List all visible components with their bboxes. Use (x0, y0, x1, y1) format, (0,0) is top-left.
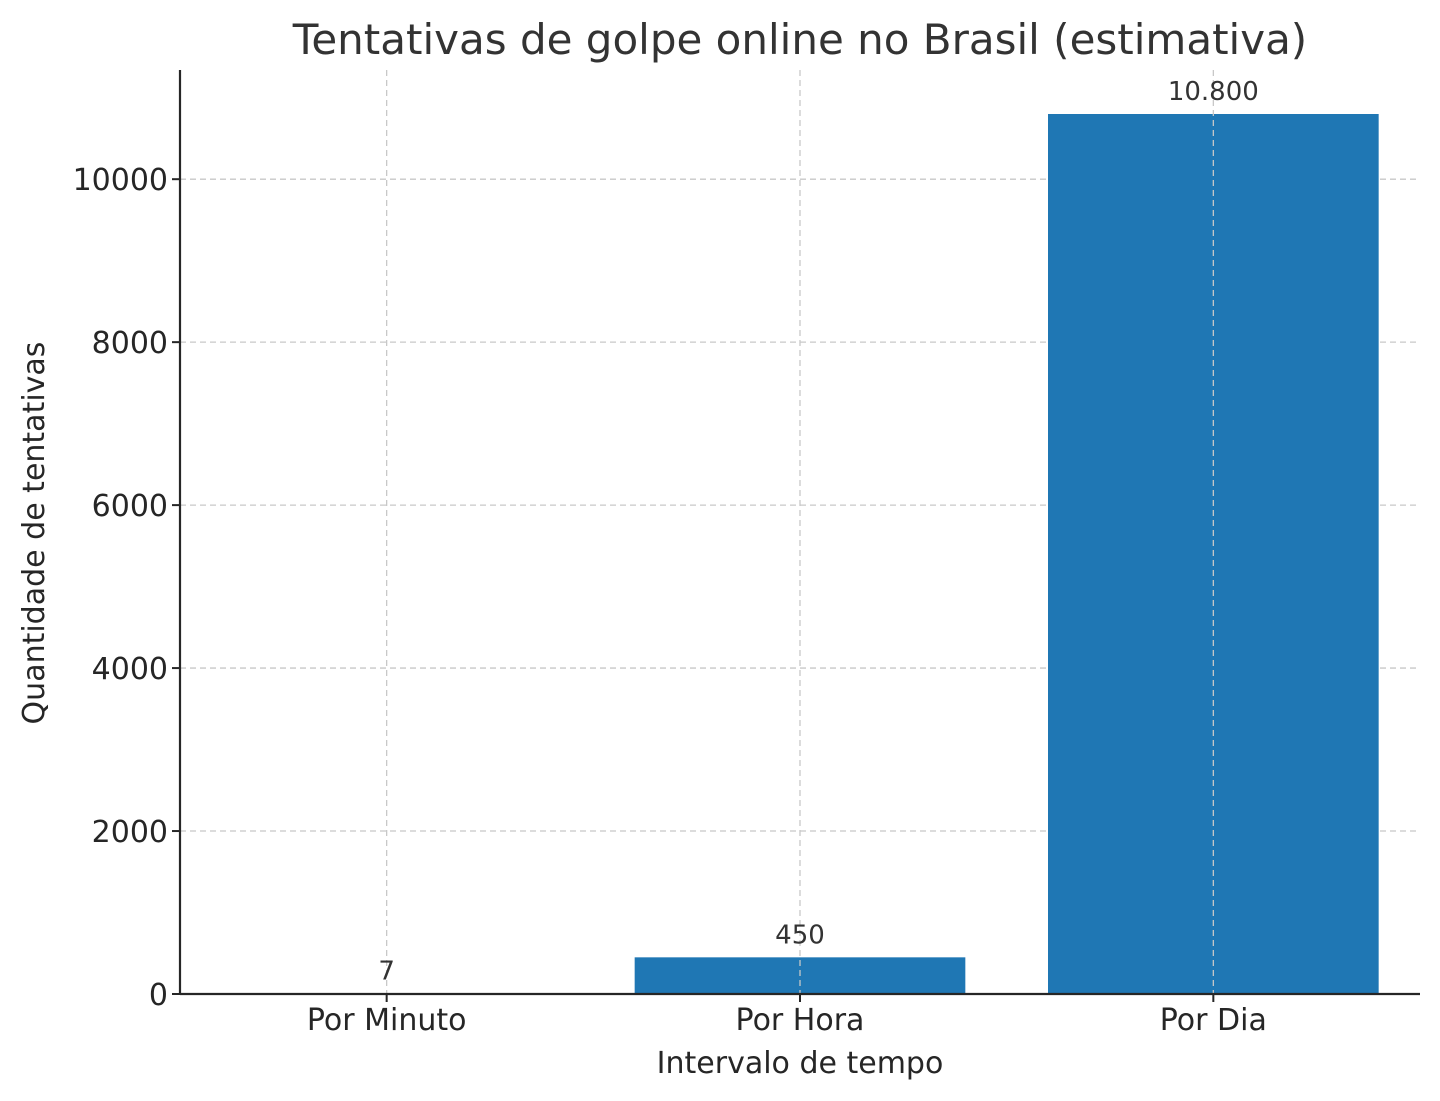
bar-value-label: 10.800 (1168, 77, 1259, 107)
x-axis-label: Intervalo de tempo (657, 1046, 944, 1081)
x-tick-label: Por Minuto (307, 1003, 467, 1038)
y-tick-labels: 0 2000 4000 6000 8000 10000 (73, 163, 168, 1013)
y-tick-label: 2000 (92, 815, 168, 850)
bar-value-label: 450 (775, 920, 825, 950)
y-axis-label: Quantidade de tentativas (17, 342, 52, 725)
x-tick-label: Por Hora (736, 1003, 865, 1038)
axes (172, 70, 1420, 1002)
data-labels: 7 450 10.800 (378, 77, 1258, 986)
chart-title: Tentativas de golpe online no Brasil (es… (292, 15, 1307, 64)
y-tick-label: 10000 (73, 163, 168, 198)
grid-lines-front (386, 70, 1214, 994)
y-tick-label: 0 (149, 978, 168, 1013)
y-tick-label: 6000 (92, 489, 168, 524)
x-tick-label: Por Dia (1160, 1003, 1267, 1038)
bar-value-label: 7 (378, 956, 395, 986)
y-tick-label: 4000 (92, 652, 168, 687)
y-tick-label: 8000 (92, 326, 168, 361)
x-tick-labels: Por Minuto Por Hora Por Dia (307, 1003, 1267, 1038)
